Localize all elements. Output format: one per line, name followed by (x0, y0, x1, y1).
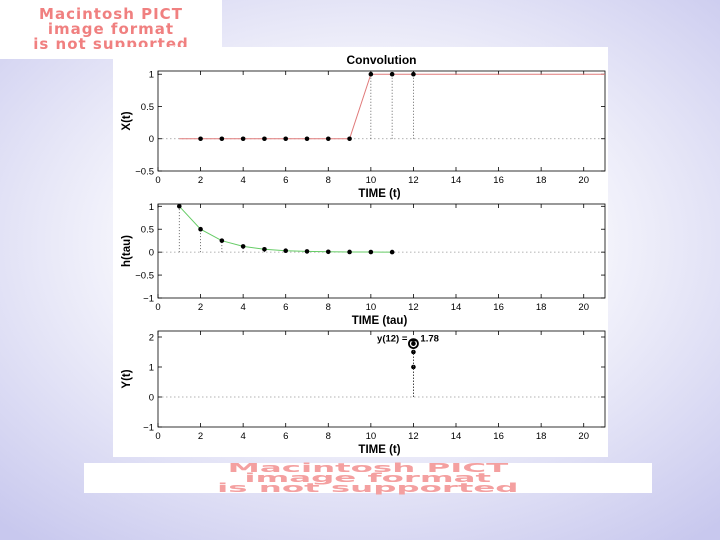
x-tick-label: 4 (240, 431, 245, 442)
data-point (411, 341, 416, 346)
data-point (368, 249, 374, 255)
y-tick-label: 0.5 (141, 102, 154, 113)
x-tick-label: 14 (451, 431, 462, 442)
x-axis-label: TIME (tau) (352, 315, 408, 327)
x-axis-label: TIME (t) (358, 188, 400, 200)
data-point (240, 244, 246, 249)
data-point (219, 136, 225, 142)
y-tick-label: −1 (143, 294, 154, 305)
x-tick-label: 16 (493, 175, 504, 186)
y-tick-label: −0.5 (135, 271, 154, 282)
convolution-figure: 0 2 4 6 8 10 12 14 16 18 20 −0.5 0 0.5 1 Convolution TIM… (113, 47, 608, 457)
data-point (304, 249, 310, 254)
x-tick-label: 12 (408, 431, 419, 442)
data-point (262, 136, 267, 142)
x-tick-label: 8 (326, 431, 331, 442)
data-point (198, 136, 203, 142)
y-tick-label: 0 (149, 393, 154, 404)
pict-placeholder-line: Macintosh PICT (227, 461, 509, 475)
annotation-label: y(12) = (377, 334, 408, 345)
x-tick-label: 20 (578, 175, 589, 186)
x-tick-label: 2 (198, 175, 203, 186)
data-point (262, 246, 267, 252)
x-tick-label: 10 (366, 302, 377, 313)
data-point (240, 136, 246, 142)
x-tick-label: 14 (451, 175, 462, 186)
series-line (178, 205, 393, 253)
x-tick-label: 8 (326, 302, 331, 313)
x-tick-label: 0 (155, 302, 160, 313)
x-tick-label: 2 (198, 302, 203, 313)
x-tick-label: 0 (155, 431, 160, 442)
pict-placeholder-line: is not supported (217, 481, 519, 495)
x-tick-label: 20 (578, 431, 589, 442)
pict-placeholder-line: image format (244, 471, 492, 485)
x-tick-label: 4 (240, 175, 245, 186)
x-tick-label: 14 (451, 302, 462, 313)
x-tick-label: 10 (366, 175, 377, 186)
data-point (198, 226, 203, 232)
x-tick-label: 10 (366, 431, 377, 442)
y-tick-label: 0.5 (141, 225, 154, 236)
data-point (283, 248, 289, 254)
x-tick-label: 16 (493, 302, 504, 313)
x-tick-label: 8 (326, 175, 331, 186)
data-point (389, 71, 395, 77)
axes-frame (157, 203, 606, 299)
x-tick-label: 12 (408, 302, 419, 313)
y-tick-label: 2 (149, 333, 154, 344)
data-point (325, 249, 331, 255)
x-tick-label: 20 (578, 302, 589, 313)
pict-placeholder-top: Macintosh PICT image format is not suppo… (0, 0, 222, 59)
x-tick-label: 12 (408, 175, 419, 186)
data-point (368, 71, 374, 77)
data-point (347, 249, 352, 255)
x-tick-label: 2 (198, 431, 203, 442)
x-tick-label: 18 (536, 175, 547, 186)
highlight-ring (408, 338, 419, 350)
pict-placeholder-line: Macintosh PICT (39, 5, 183, 23)
y-tick-label: 0 (149, 248, 154, 259)
x-tick-label: 6 (283, 175, 288, 186)
data-point (325, 136, 331, 142)
x-tick-label: 6 (283, 431, 288, 442)
y-axis-label: h(tau) (121, 235, 133, 267)
data-point (219, 238, 225, 243)
x-axis-label: TIME (t) (358, 444, 400, 456)
axes-frame (157, 70, 606, 172)
pict-placeholder-bottom: Macintosh PICT image format is not suppo… (84, 461, 652, 495)
x-tick-label: 4 (240, 302, 245, 313)
data-point (347, 136, 352, 142)
x-tick-label: 16 (493, 431, 504, 442)
x-tick-label: 18 (536, 302, 547, 313)
y-tick-label: 1 (149, 70, 154, 81)
x-tick-label: 18 (536, 431, 547, 442)
y-tick-label: 1 (149, 363, 154, 374)
annotation-value: 1.78 (420, 334, 439, 345)
pict-placeholder-line: image format (47, 20, 175, 38)
data-point (176, 203, 182, 209)
axes-frame (157, 330, 606, 428)
x-tick-label: 0 (155, 175, 160, 186)
y-tick-label: 0 (149, 134, 154, 145)
data-point (283, 136, 289, 142)
data-point (411, 71, 416, 77)
data-point (389, 249, 395, 255)
y-tick-label: −1 (143, 423, 154, 434)
y-tick-label: −0.5 (135, 167, 154, 178)
y-axis-label: Y(t) (121, 369, 133, 388)
subplot-2: 0 2 4 6 8 10 12 14 16 18 20 −1 −0.5 0 0.5 1 TIME (tau) h(… (121, 202, 606, 327)
chart-title: Convolution (347, 53, 417, 67)
x-tick-label: 6 (283, 302, 288, 313)
y-axis-label: X(t) (121, 111, 133, 130)
data-point (304, 136, 310, 142)
figure-svg: 0 2 4 6 8 10 12 14 16 18 20−0.500.51ConvolutionTIM… (121, 53, 606, 456)
subplot-1: 0 2 4 6 8 10 12 14 16 18 20−0.500.51ConvolutionTIM… (121, 53, 606, 200)
y-tick-label: 1 (149, 202, 154, 213)
